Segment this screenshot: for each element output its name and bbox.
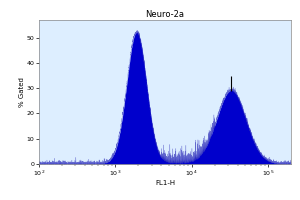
- Title: Neuro-2a: Neuro-2a: [146, 10, 184, 19]
- X-axis label: FL1-H: FL1-H: [155, 180, 175, 186]
- Y-axis label: % Gated: % Gated: [19, 77, 25, 107]
